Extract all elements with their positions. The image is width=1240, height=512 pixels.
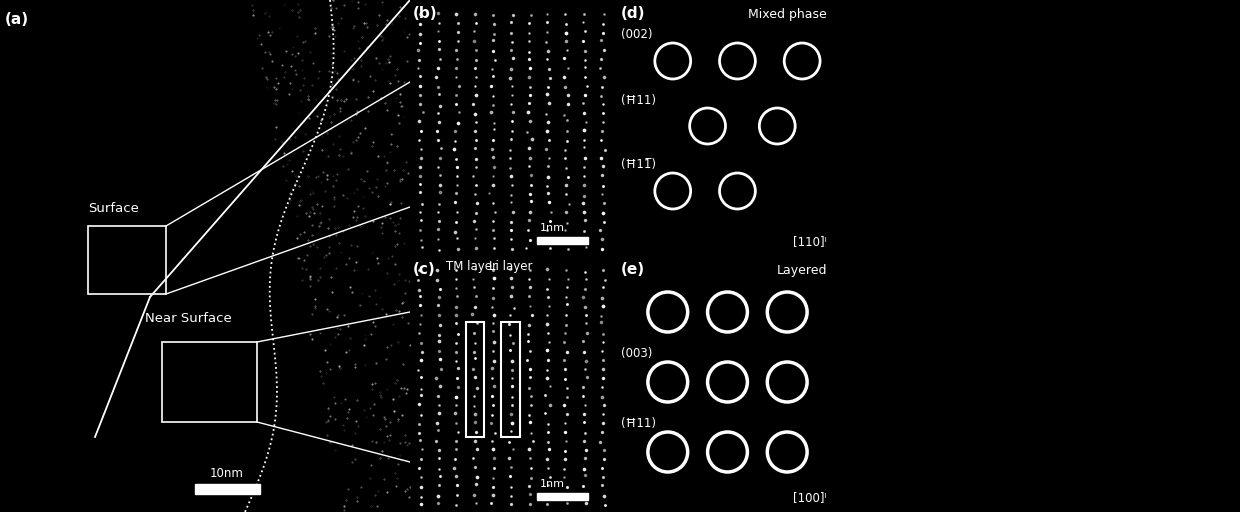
Text: Mixed phase: Mixed phase <box>748 8 827 21</box>
Text: (d): (d) <box>621 6 646 21</box>
Text: 1nm: 1nm <box>539 223 565 233</box>
Text: (b): (b) <box>413 6 438 21</box>
Text: [110]ᴵ: [110]ᴵ <box>794 235 827 248</box>
Bar <box>162 342 257 422</box>
Text: 4.76Å: 4.76Å <box>944 11 990 25</box>
Text: [100]ᴵ: [100]ᴵ <box>794 491 827 504</box>
Text: (003): (003) <box>621 347 652 360</box>
Text: (a): (a) <box>5 12 29 27</box>
Text: (e): (e) <box>621 262 645 277</box>
Text: (Ħ11): (Ħ11) <box>621 417 656 430</box>
Text: Surface: Surface <box>88 202 139 215</box>
Text: 4.76Å: 4.76Å <box>934 267 978 281</box>
Text: Li layer: Li layer <box>489 260 533 273</box>
Bar <box>537 237 588 244</box>
Text: 10nm: 10nm <box>210 467 244 480</box>
Text: TM layer: TM layer <box>445 260 496 273</box>
Text: (c): (c) <box>413 262 435 277</box>
Text: (Ħ11̅): (Ħ11̅) <box>621 158 656 171</box>
Text: 1nm: 1nm <box>539 479 565 489</box>
Bar <box>466 322 484 437</box>
Text: Near Surface: Near Surface <box>145 312 232 325</box>
Bar <box>195 484 260 494</box>
Text: (002): (002) <box>621 28 652 41</box>
Text: Layered: Layered <box>776 264 827 277</box>
Text: (Ħ11): (Ħ11) <box>621 94 656 107</box>
Bar <box>88 226 166 294</box>
Bar <box>537 493 588 500</box>
Bar <box>501 322 520 437</box>
